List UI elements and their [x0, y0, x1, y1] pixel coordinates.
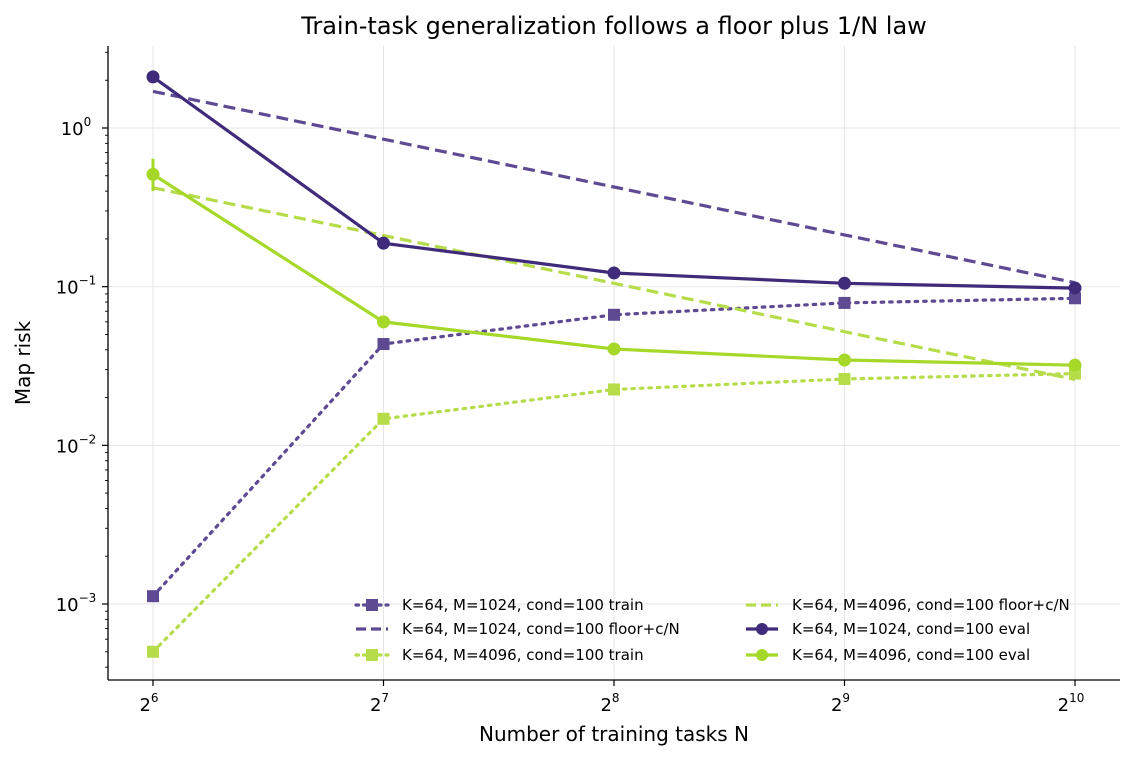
series-line — [152, 89, 1076, 285]
legend-label: K=64, M=4096, cond=100 floor+c/N — [792, 596, 1070, 614]
data-point — [1068, 281, 1082, 295]
legend-marker — [756, 623, 768, 635]
data-point — [838, 372, 851, 385]
y-axis-title: Map risk — [11, 320, 35, 405]
y-tick-label: 10−1 — [56, 274, 97, 299]
data-point — [377, 315, 390, 329]
data-point — [147, 645, 159, 658]
data-point — [838, 276, 851, 290]
data-point — [838, 353, 851, 367]
series-line — [152, 186, 1076, 382]
data-point — [146, 70, 160, 84]
legend-item: K=64, M=1024, cond=100 floor+c/N — [356, 620, 680, 638]
series-5 — [146, 158, 1082, 372]
legend-label: K=64, M=1024, cond=100 floor+c/N — [402, 620, 680, 638]
x-tick-label: 26 — [139, 691, 158, 716]
legend-item: K=64, M=4096, cond=100 eval — [746, 646, 1030, 664]
legend-item: K=64, M=4096, cond=100 floor+c/N — [746, 596, 1070, 614]
data-point — [377, 338, 390, 351]
x-tick-label: 27 — [370, 691, 389, 716]
data-point — [838, 296, 851, 309]
ticks: 26 27 28 29 210 10−3 10−2 10−1 100 — [56, 51, 1085, 716]
y-tick-label: 100 — [61, 115, 92, 140]
data-point — [1069, 292, 1081, 305]
x-tick-label: 210 — [1058, 691, 1085, 716]
legend-marker — [366, 649, 378, 661]
series-0 — [147, 292, 1081, 603]
legend-item: K=64, M=1024, cond=100 eval — [746, 620, 1030, 638]
data-point — [608, 383, 620, 396]
legend: K=64, M=1024, cond=100 train K=64, M=1024… — [354, 596, 1070, 664]
legend-label: K=64, M=1024, cond=100 eval — [792, 620, 1030, 638]
legend-label: K=64, M=4096, cond=100 eval — [792, 646, 1030, 664]
series-3 — [152, 186, 1076, 382]
x-axis-title: Number of training tasks N — [479, 722, 749, 746]
y-tick-label: 10−3 — [56, 591, 97, 616]
legend-item: K=64, M=1024, cond=100 train — [354, 596, 644, 614]
series-4 — [146, 70, 1082, 295]
data-point — [1068, 358, 1082, 372]
y-tick-label: 10−2 — [56, 432, 97, 457]
data-point — [146, 167, 160, 181]
series-1 — [152, 89, 1076, 285]
data-point — [377, 236, 390, 250]
x-tick-label: 29 — [831, 691, 850, 716]
legend-marker — [366, 599, 378, 611]
x-tick-label: 28 — [600, 691, 619, 716]
data-point — [607, 342, 621, 356]
data-point — [608, 308, 620, 321]
legend-item: K=64, M=4096, cond=100 train — [354, 646, 644, 664]
legend-label: K=64, M=4096, cond=100 train — [402, 646, 644, 664]
data-point — [147, 590, 159, 603]
plot-area — [146, 70, 1082, 658]
legend-marker — [756, 649, 768, 661]
chart-title: Train-task generalization follows a floo… — [300, 12, 927, 40]
legend-label: K=64, M=1024, cond=100 train — [402, 596, 644, 614]
data-point — [607, 266, 621, 280]
data-point — [377, 412, 390, 425]
